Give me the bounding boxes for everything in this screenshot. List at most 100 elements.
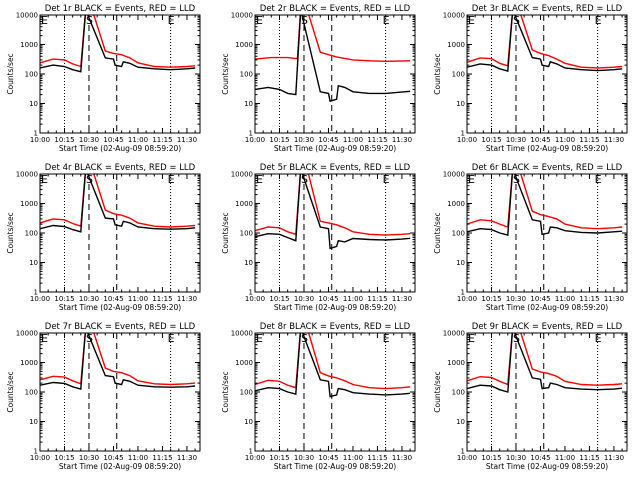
x-tick-label: 11:00 [555,136,575,144]
x-tick-label: 11:00 [555,295,575,303]
x-tick-label: 10:30 [294,295,314,303]
lld-series-line [255,174,411,236]
x-tick-label: 10:15 [54,454,74,462]
x-tick-label: 11:15 [367,454,387,462]
end-marker-label: E [168,14,175,27]
x-tick-label: 10:30 [79,136,99,144]
lld-series-line [40,15,196,68]
x-tick-label: 11:00 [343,454,363,462]
chart-panel: Det 8r BLACK = Events, RED = LLD 1 10 100 10… [221,322,416,471]
x-tick-label: 11:30 [392,295,412,303]
x-tick-label: 10:00 [245,454,265,462]
start-marker-label: S [86,332,93,345]
end-marker-label: E [256,173,263,186]
events-series-line [467,333,623,393]
y-tick-label: 1000 [20,200,38,208]
events-series-line [255,333,411,398]
y-axis-label: Counts/sec [433,212,442,253]
x-tick-label: 10:30 [506,454,526,462]
y-tick-label: 1000 [235,41,253,49]
start-marker-label: S [513,173,520,186]
x-tick-label: 11:00 [343,136,363,144]
x-axis-label: Start Time (02-Aug-09 08:59:20) [274,462,396,471]
series-group [255,15,411,103]
x-tick-label: 10:15 [269,136,289,144]
x-tick-label: 10:30 [79,295,99,303]
x-axis-label: Start Time (02-Aug-09 08:59:20) [486,462,608,471]
x-axis-label: Start Time (02-Aug-09 08:59:20) [59,144,181,153]
end-marker-label: E [383,14,390,27]
y-tick-label: 100 [452,389,465,397]
y-tick-label: 10000 [443,330,465,338]
y-tick-label: 100 [25,71,38,79]
x-tick-label: 11:30 [604,295,624,303]
y-tick-label: 1 [34,289,38,297]
end-marker-label: E [168,332,175,345]
lld-series-line [467,15,623,69]
y-tick-label: 100 [25,230,38,238]
x-tick-label: 10:15 [269,295,289,303]
plot-frame [466,14,628,134]
end-marker-label: E [468,14,475,27]
chart-title: Det 2r BLACK = Events, RED = LLD [260,4,411,14]
lld-series-line [40,174,196,228]
plot-frame [254,332,416,452]
series-group [255,333,411,398]
end-marker-label: E [168,173,175,186]
chart-title: Det 8r BLACK = Events, RED = LLD [260,322,411,332]
end-marker-label: E [595,332,602,345]
chart-panel: Det 7r BLACK = Events, RED = LLD 1 10 100 10… [6,322,201,471]
y-tick-label: 100 [240,389,253,397]
y-tick-label: 1 [249,289,253,297]
plot-frame [39,173,201,293]
chart-panel: Det 6r BLACK = Events, RED = LLD 1 10 100 10… [433,163,628,312]
y-tick-label: 1 [34,130,38,138]
chart-title: Det 6r BLACK = Events, RED = LLD [472,163,623,173]
start-marker-label: S [86,14,93,27]
x-tick-label: 11:30 [604,136,624,144]
x-tick-label: 10:15 [54,136,74,144]
x-tick-label: 10:30 [294,136,314,144]
y-tick-label: 100 [452,230,465,238]
end-marker-label: E [41,332,48,345]
start-marker-label: S [86,173,93,186]
x-tick-label: 11:15 [367,136,387,144]
y-tick-label: 1000 [235,200,253,208]
chart-title: Det 5r BLACK = Events, RED = LLD [260,163,411,173]
y-tick-label: 1 [461,130,465,138]
lld-series-line [467,333,623,386]
events-series-line [255,15,411,103]
end-marker-label: E [468,332,475,345]
x-axis-label: Start Time (02-Aug-09 08:59:20) [486,144,608,153]
end-marker-label: E [595,173,602,186]
x-tick-label: 11:15 [367,295,387,303]
x-tick-label: 10:30 [79,454,99,462]
start-marker-label: S [513,14,520,27]
series-group [467,15,623,73]
y-axis-label: Counts/sec [221,53,230,94]
chart-panel: Det 9r BLACK = Events, RED = LLD 1 10 100 10… [433,322,628,471]
x-tick-label: 11:15 [152,454,172,462]
x-tick-label: 10:00 [30,295,50,303]
y-tick-label: 10 [29,100,38,108]
y-axis-label: Counts/sec [433,53,442,94]
x-tick-label: 11:00 [128,295,148,303]
chart-title: Det 7r BLACK = Events, RED = LLD [45,322,196,332]
x-tick-label: 10:15 [481,136,501,144]
x-axis-label: Start Time (02-Aug-09 08:59:20) [59,462,181,471]
series-group [255,174,411,250]
plot-frame [39,332,201,452]
y-tick-label: 10 [244,418,253,426]
y-tick-label: 10 [456,259,465,267]
x-tick-label: 10:00 [30,454,50,462]
series-group [40,174,196,233]
y-tick-label: 1 [461,448,465,456]
y-tick-label: 1000 [20,359,38,367]
plot-frame [39,14,201,134]
lld-series-line [255,15,411,63]
x-tick-label: 11:30 [177,295,197,303]
events-series-line [40,15,196,73]
chart-panel: Det 3r BLACK = Events, RED = LLD 1 10 100 10… [433,4,628,153]
x-tick-label: 11:15 [579,295,599,303]
y-tick-label: 10 [29,418,38,426]
